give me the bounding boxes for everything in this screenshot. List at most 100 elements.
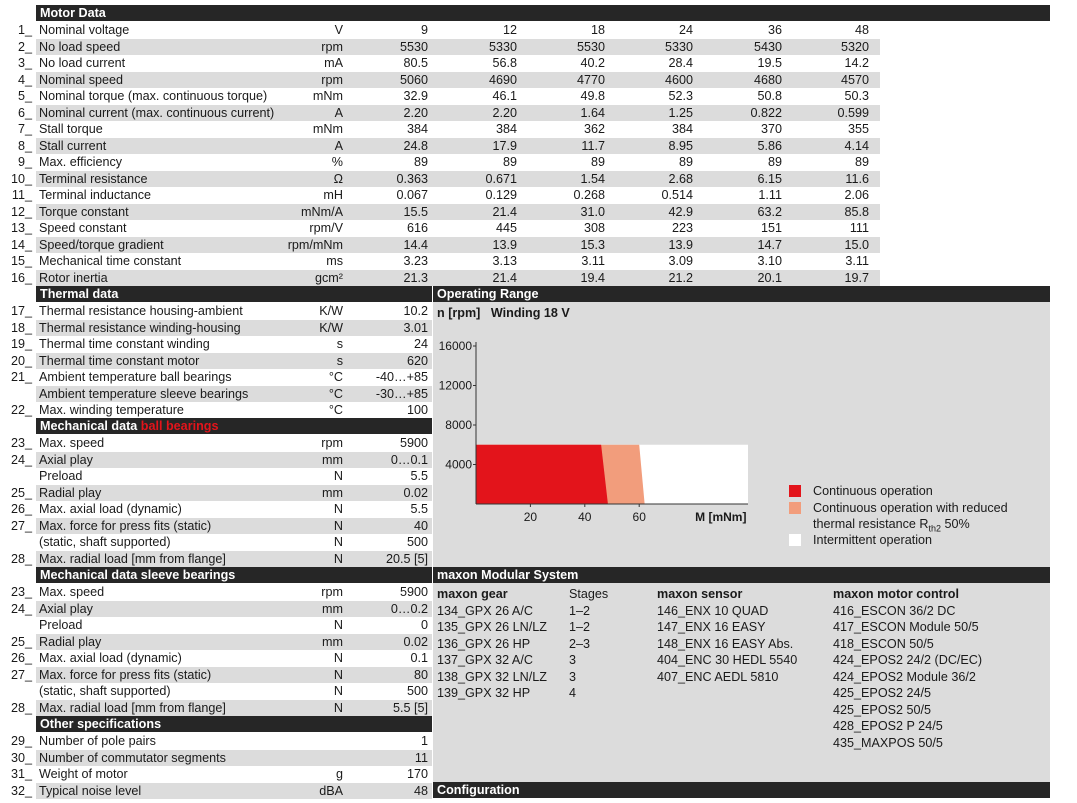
row-value: 2.68 [668, 171, 693, 186]
gear-item: 136_GPX 26 HP [437, 636, 531, 651]
row-value: 1 [420, 734, 428, 748]
table-row: 20_ Thermal time constant motor s 620 [11, 352, 432, 369]
row-value: 28.4 [668, 56, 693, 70]
row-label: Max. force for press fits (static) [39, 518, 212, 533]
operating-range-chart: 4000 8000 12000 16000 20 40 60 M [mNm] [439, 339, 748, 524]
row-value: 384 [671, 122, 693, 136]
row-value: 85.8 [844, 204, 869, 219]
row-value: 0.02 [403, 485, 428, 500]
gear-item: 135_GPX 26 LN/LZ [437, 620, 547, 634]
row-value: 89 [678, 155, 693, 169]
row-value: 3.23 [403, 254, 428, 268]
legend-reduced-label-1: Continuous operation with reduced [813, 501, 1008, 515]
row-value: 20.5 [5] [385, 551, 428, 566]
control-item: 424_EPOS2 24/2 (DC/EC) [833, 653, 983, 667]
sensor-item: 146_ENX 10 QUAD [657, 603, 769, 618]
row-number: 3_ [17, 56, 32, 70]
row-unit: N [333, 551, 343, 566]
row-value: 17.9 [492, 138, 517, 153]
row-value: 13.9 [668, 237, 693, 252]
row-value: 0.514 [661, 188, 693, 202]
row-unit: K/W [319, 304, 343, 318]
chart-y-label: n [rpm] [437, 306, 481, 320]
row-label: Ambient temperature ball bearings [39, 370, 232, 384]
mechanical-sleeve-header: Mechanical data sleeve bearings [36, 567, 432, 583]
row-value: 4690 [488, 72, 517, 87]
row-label: Number of pole pairs [39, 734, 156, 748]
row-label: Rotor inertia [39, 270, 108, 285]
row-unit: Ω [333, 171, 343, 186]
row-value: 46.1 [492, 89, 517, 103]
row-value: -40…+85 [375, 370, 428, 384]
table-row: (static, shaft supported) N 500 [36, 683, 432, 700]
row-value: 63.2 [757, 204, 782, 219]
row-unit: °C [328, 370, 343, 384]
row-label: Mechanical time constant [39, 254, 182, 268]
row-number: 16_ [10, 270, 32, 285]
operating-range-header: Operating Range [433, 286, 1050, 302]
row-value: 21.2 [668, 270, 693, 285]
row-value: 5530 [576, 39, 605, 54]
x-tick-label: 20 [524, 510, 538, 524]
row-label: (static, shaft supported) [39, 535, 171, 549]
row-value: 8.95 [668, 138, 693, 153]
row-value: 5.5 [410, 502, 428, 516]
row-label: Max. winding temperature [39, 403, 184, 417]
row-unit: °C [328, 403, 343, 417]
row-number: 24_ [10, 452, 32, 467]
row-value: 89 [590, 155, 605, 169]
row-value: 11 [414, 750, 428, 765]
row-label: Max. speed [39, 585, 105, 599]
row-value: 384 [495, 122, 517, 136]
row-value: 3.13 [492, 254, 517, 268]
row-value: 24.8 [403, 138, 428, 153]
row-value: 18 [590, 23, 605, 37]
table-row: 10_ Terminal resistance Ω 0.363 0.671 1.54 2.6… [11, 170, 880, 187]
table-row: 28_ Max. radial load [mm from flange] N 20.… [11, 550, 432, 567]
row-value: 21.4 [492, 204, 517, 219]
row-unit: N [333, 700, 343, 715]
row-number: 28_ [10, 551, 32, 566]
row-value: 15.5 [403, 204, 428, 219]
gear-column-header: maxon gear [437, 587, 508, 601]
row-number: 9_ [17, 155, 32, 169]
row-unit: N [333, 518, 343, 533]
table-row: 17_ Thermal resistance housing-ambient K/W… [11, 303, 432, 320]
row-value: 355 [847, 122, 869, 136]
row-label: Torque constant [39, 204, 129, 219]
row-value: 1.25 [668, 105, 693, 120]
row-label: Speed constant [39, 221, 127, 235]
table-row: 3_ No load current mA 80.5 56.8 40.2 28.4 19.5 1… [18, 55, 880, 72]
row-value: 56.8 [492, 56, 517, 70]
row-value: 500 [406, 535, 428, 549]
row-value: 50.3 [844, 89, 869, 103]
sensor-item: 147_ENX 16 EASY [657, 620, 766, 634]
row-number: 7_ [17, 122, 32, 136]
table-row: 14_ Speed/torque gradient rpm/mNm 14.4 13.9 1… [11, 236, 880, 253]
chart-winding-label: Winding 18 V [490, 306, 570, 320]
row-value: 89 [502, 155, 517, 169]
row-unit: rpm/mNm [287, 237, 343, 252]
row-number: 31_ [10, 767, 32, 781]
row-value: 0.822 [750, 105, 782, 120]
row-value: 52.3 [668, 89, 693, 103]
row-value: 2.20 [492, 105, 517, 120]
table-row: 8_ Stall current A 24.8 17.9 11.7 8.95 5.86 4.14 [18, 137, 880, 154]
row-value: 9 [420, 23, 428, 37]
legend-reduced-swatch [789, 502, 801, 514]
row-label: Radial play [39, 634, 102, 649]
row-unit: mH [323, 188, 343, 202]
row-value: 2.20 [403, 105, 428, 120]
sensor-item: 407_ENC AEDL 5810 [657, 669, 779, 684]
row-value: 4770 [576, 72, 605, 87]
row-value: 80 [413, 667, 428, 682]
row-label: Preload [39, 618, 83, 632]
table-row: 25_ Radial play mm 0.02 [11, 633, 432, 650]
row-value: 13.9 [492, 237, 517, 252]
row-value: 1.11 [758, 188, 782, 202]
row-value: 0.1 [410, 651, 428, 665]
row-value: 3.11 [845, 254, 869, 268]
legend-reduced-label-2: thermal resistance Rth2 50% [813, 517, 970, 534]
legend-continuous-swatch [789, 485, 801, 497]
row-value: -30…+85 [375, 386, 428, 401]
